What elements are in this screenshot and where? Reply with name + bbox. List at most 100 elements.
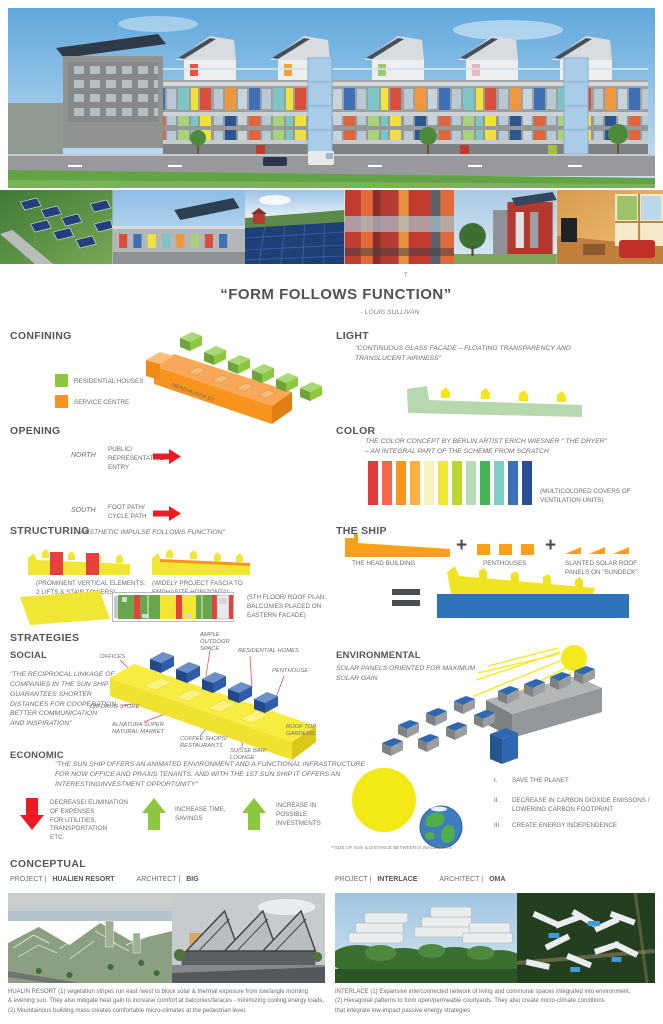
goal-1: I. SAVE THE PLANET [494, 777, 569, 786]
head-building-label: THE HEAD BUILDING [352, 560, 416, 567]
project-name: HUALIEN RESORT [52, 876, 115, 883]
south-arrow-icon [153, 506, 181, 521]
light-quote: "CONTINUOUS GLASS FACADE – FLOATING TRAN… [355, 345, 571, 362]
goal-2-text: DECREASE IN CARBON DIOXIDE EMISSONS / LO… [512, 797, 650, 813]
project-label: PROJECT | [335, 876, 372, 883]
social-heading: SOCIAL [10, 650, 48, 661]
decrease-arrow-icon [20, 798, 44, 830]
page-title: “FORM FOLLOWS FUNCTION” [220, 286, 452, 303]
ship-diagram [435, 562, 631, 620]
goal-1-text: SAVE THE PLANET [512, 777, 569, 784]
increase-arrow-icon-2 [242, 798, 266, 830]
color-heading: COLOR [336, 425, 376, 437]
photo-rooftop-terrace [112, 190, 246, 264]
photo-solar-settlement-aerial [0, 190, 113, 264]
environmental-heading: ENVIRONMENTAL [336, 650, 421, 661]
environmental-diagram [378, 640, 655, 772]
roof-plan-diagram [112, 592, 234, 622]
scale-disclaimer: **SIZE OF SUN & DISTANCE BETWEEN IS INAC… [331, 845, 453, 850]
environmental-quote: SOLAR PANELS ORIENTED FOR MAXIMUM SOLAR … [336, 665, 476, 682]
bar-label: SUISSE BAR/ LOUNGE [230, 748, 267, 762]
page-marker: T [404, 273, 408, 279]
ship-heading: THE SHIP [336, 525, 387, 537]
outdoor-space-label: AMPLE OUTDOOR SPACE [200, 632, 230, 653]
color-swatch [480, 461, 490, 505]
horizontal-fascia-diagram [150, 543, 254, 577]
north-entry-label: PUBLIC/ REPRESENTATIVE ENTRY [108, 446, 164, 471]
color-swatch [382, 461, 392, 505]
color-swatch [522, 461, 532, 505]
color-swatch [466, 461, 476, 505]
color-swatch [508, 461, 518, 505]
hualien-resort-render-1 [8, 893, 172, 983]
hualien-caption: HUALIN RESORT (1) vegetation stripes run… [8, 989, 325, 1014]
main-building-photo [8, 8, 655, 188]
goal-1-numeral: I. [494, 777, 498, 784]
blue-houses [150, 652, 278, 713]
light-heading: LIGHT [336, 330, 369, 342]
penthouse-label: PENTHOUSE [272, 668, 309, 674]
north-label: NORTH [71, 452, 96, 459]
vertical-elements-diagram [26, 543, 134, 577]
head-building-shape [345, 534, 450, 557]
equals-sign [392, 589, 420, 611]
project-name: INTERLACE [377, 876, 418, 883]
project-label: PROJECT | [10, 876, 47, 883]
architect-label: ARCHITECT | [439, 876, 484, 883]
solar-panels-label: SLANTED SOLAR ROOF PANELS ON "SUNDECK" [565, 560, 638, 576]
color-swatch [494, 461, 504, 505]
photo-red-facade [344, 190, 455, 264]
project-meta-left: PROJECT | HUALIEN RESORT ARCHITECT | BIG [10, 876, 199, 883]
color-swatches [368, 461, 536, 505]
light-diagram [405, 384, 585, 422]
increase-label-1: INCREASE TIME, SAVINGS [175, 806, 226, 822]
confining-heading: CONFINING [10, 330, 72, 342]
color-swatch [452, 461, 462, 505]
color-swatch [396, 461, 406, 505]
legend-residential-label: RESIDENTIAL HOUSES [74, 378, 144, 385]
strategies-heading: STRATEGIES [10, 632, 80, 644]
project-meta-right: PROJECT | INTERLACE ARCHITECT | OMA [335, 876, 505, 883]
photo-interior [556, 190, 663, 264]
penthouses-shapes [477, 543, 537, 555]
goal-3-numeral: III. [494, 822, 501, 829]
service-color-swatch [55, 395, 68, 408]
south-path-label: FOOT PATH/ CYCLE PATH [108, 504, 147, 520]
coffee-label: COFFEE SHOPS/ RESTAURANTS [180, 736, 228, 750]
gardens-label: ROOF TOP GARDENS [286, 724, 317, 738]
color-swatch [368, 461, 378, 505]
market-label: ALNATURA SUPER NATURAL MARKET [112, 722, 165, 736]
color-caption: (MULTICOLORED COVERS OF VENTILATION UNIT… [540, 488, 631, 504]
color-swatch [424, 461, 434, 505]
color-swatch [410, 461, 420, 505]
legend-service [55, 395, 68, 413]
increase-arrow-icon-1 [142, 798, 166, 830]
goal-2: II. DECREASE IN CARBON DIOXIDE EMISSONS … [494, 797, 650, 815]
color-quote: THE COLOR CONCEPT BY BERLIN ARTIST ERICH… [365, 438, 607, 455]
street-trees [190, 124, 628, 154]
drugstore-label: DM-DRUG STORE [90, 704, 140, 710]
sun-icon [561, 645, 587, 671]
structuring-quote: – AESTHETIC IMPULSE FOLLOWS FUNCTION" [75, 529, 225, 536]
photo-red-building [454, 190, 557, 264]
opening-heading: OPENING [10, 425, 61, 437]
interlace-caption: INTERLACE (1) Expansive interconnected n… [335, 989, 631, 1014]
title-attribution: - LOUIS SULLIVAN [360, 309, 420, 316]
social-diagram: OFFICES AMPLE OUTDOOR SPACE RESIDENTIAL … [88, 628, 340, 770]
residential-color-swatch [55, 374, 68, 387]
north-arrow-icon [153, 449, 181, 464]
increase-label-2: INCREASE IN POSSIBLE INVESTMENTS [276, 802, 321, 827]
roof-plan-wing [20, 591, 112, 625]
large-solar-box [490, 728, 518, 764]
hualien-resort-render-2 [172, 893, 325, 983]
architect-name: OMA [489, 876, 506, 883]
legend-residential [55, 374, 68, 392]
goal-3: III. CREATE ENERGY INDEPENDENCE [494, 822, 617, 831]
residential-homes-label: RESIDENTIAL HOMES [238, 648, 299, 654]
roof-plan-caption: (5TH FLOOR/ ROOF PLAN: BALCONIES PLACED … [247, 594, 327, 619]
sun-circle [352, 768, 416, 832]
decrease-label: DECREASE/ ELIMINATION OF EXPENSES FOR UT… [50, 799, 128, 842]
sun-ship-facade-illustration [8, 8, 655, 188]
solar-panels-shapes [565, 544, 631, 555]
